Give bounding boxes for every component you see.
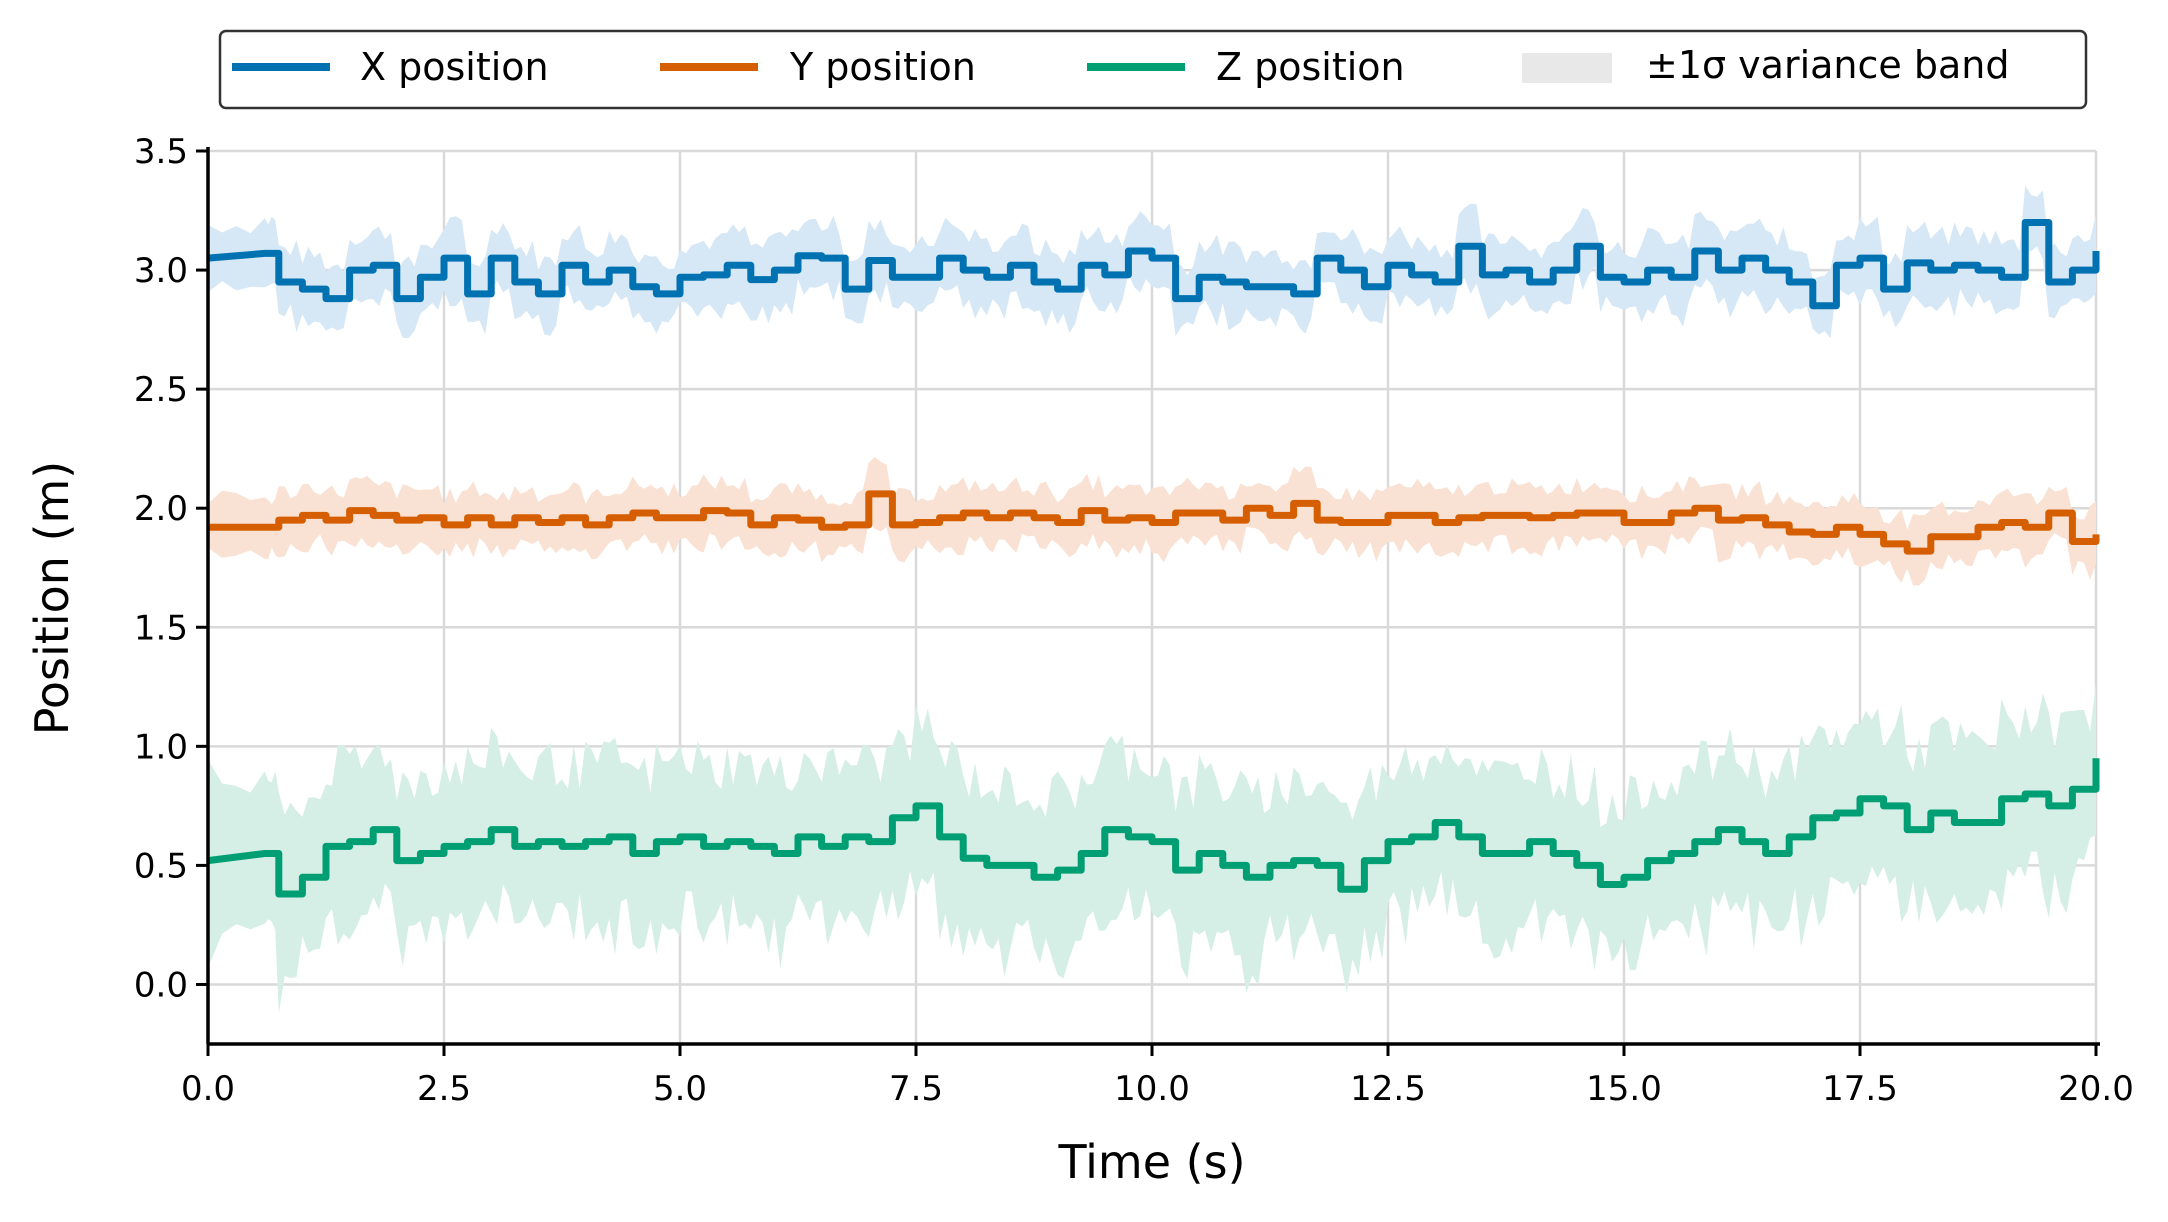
series-lines [207, 218, 2100, 898]
x-ticks: 0.0 2.5 5.0 7.5 10.0 12.5 15.0 17.5 20.0 [181, 1044, 2134, 1109]
x-tick-label: 10.0 [1114, 1069, 1190, 1109]
y-tick-label: 0.5 [134, 846, 188, 886]
x-tick-label: 20.0 [2058, 1069, 2134, 1109]
y-ticks: 0.0 0.5 1.0 1.5 2.0 2.5 3.0 3.5 [134, 132, 208, 1005]
x-axis-label: Time (s) [1057, 1135, 1245, 1189]
y-axis-label: Position (m) [25, 461, 79, 735]
series-line-y [208, 490, 2100, 555]
x-tick-label: 15.0 [1586, 1069, 1662, 1109]
x-tick-label: 2.5 [417, 1069, 471, 1109]
axes [206, 147, 2100, 1046]
y-tick-label: 2.5 [134, 370, 188, 410]
x-tick-label: 0.0 [181, 1069, 235, 1109]
y-tick-label: 2.0 [134, 489, 188, 529]
legend: X position Y position Z position ±1σ var… [218, 29, 2088, 110]
legend-label-x: X position [360, 45, 549, 89]
x-tick-label: 5.0 [653, 1069, 707, 1109]
y-tick-label: 1.0 [134, 727, 188, 767]
x-tick-label: 7.5 [889, 1069, 943, 1109]
series-line-z [207, 758, 2100, 898]
x-tick-label: 12.5 [1350, 1069, 1426, 1109]
x-tick-label: 17.5 [1822, 1069, 1898, 1109]
variance-band-z [208, 682, 2096, 1014]
y-tick-label: 0.0 [134, 965, 188, 1005]
variance-band-x [208, 185, 2096, 339]
legend-label-z: Z position [1216, 45, 1405, 89]
y-tick-label: 3.5 [134, 132, 188, 172]
y-tick-label: 3.0 [134, 251, 188, 291]
y-tick-label: 1.5 [134, 608, 188, 648]
series-line-x [207, 218, 2100, 310]
legend-swatch-band [1522, 53, 1612, 83]
legend-label-y: Y position [789, 45, 976, 89]
legend-label-band: ±1σ variance band [1646, 43, 2009, 87]
